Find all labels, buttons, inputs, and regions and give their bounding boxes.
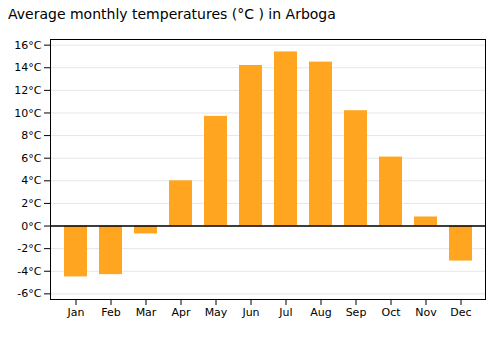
svg-text:0°C: 0°C bbox=[21, 220, 41, 233]
svg-text:Sep: Sep bbox=[346, 306, 367, 319]
svg-text:Dec: Dec bbox=[450, 306, 471, 319]
html-text:Average monthly temperatures (: Average monthly temperatures (°C ) in Ar… bbox=[8, 6, 336, 22]
svg-text:Mar: Mar bbox=[136, 306, 157, 319]
svg-text:2°C: 2°C bbox=[21, 197, 41, 210]
svg-text:8°C: 8°C bbox=[21, 129, 41, 142]
svg-text:-4°C: -4°C bbox=[17, 265, 41, 278]
svg-text:6°C: 6°C bbox=[21, 152, 41, 165]
svg-text:Aug: Aug bbox=[310, 306, 331, 319]
svg-text:4°C: 4°C bbox=[21, 174, 41, 187]
svg-text:-2°C: -2°C bbox=[17, 242, 41, 255]
svg-text:10°C: 10°C bbox=[14, 106, 41, 119]
svg-text:Oct: Oct bbox=[381, 306, 401, 319]
svg-text:Jun: Jun bbox=[241, 306, 259, 319]
svg-text:14°C: 14°C bbox=[14, 61, 41, 74]
svg-text:Nov: Nov bbox=[415, 306, 437, 319]
svg-text:May: May bbox=[205, 306, 228, 319]
svg-text:Feb: Feb bbox=[101, 306, 120, 319]
svg-text:12°C: 12°C bbox=[14, 84, 41, 97]
svg-text:Jan: Jan bbox=[67, 306, 85, 319]
svg-text:16°C: 16°C bbox=[14, 39, 41, 52]
svg-text:Apr: Apr bbox=[171, 306, 191, 319]
svg-text:Jul: Jul bbox=[278, 306, 292, 319]
svg-text:-6°C: -6°C bbox=[17, 287, 41, 300]
